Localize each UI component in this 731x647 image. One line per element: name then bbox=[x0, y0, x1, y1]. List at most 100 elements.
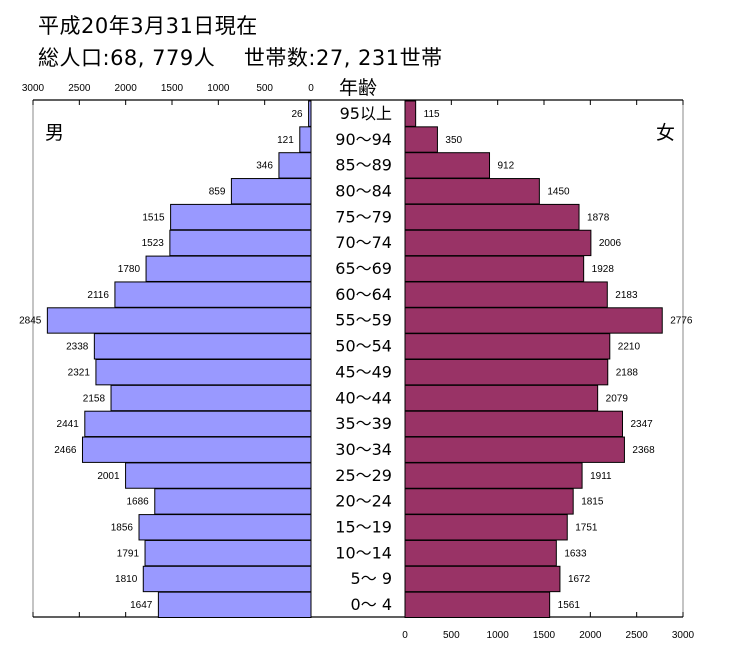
date-title: 平成20年3月31日現在 bbox=[38, 14, 258, 38]
female-bar bbox=[404, 178, 540, 205]
female-data-label: 2210 bbox=[618, 342, 641, 353]
female-bar bbox=[404, 281, 608, 308]
age-group-label: 0〜 4 bbox=[351, 595, 392, 614]
male-axis-tick-label: 2000 bbox=[115, 83, 138, 94]
age-group-label: 80〜84 bbox=[335, 181, 392, 200]
male-axis-tick-label: 0 bbox=[308, 83, 314, 94]
male-axis-tick-label: 2500 bbox=[68, 83, 91, 94]
female-bar bbox=[404, 384, 599, 412]
age-group-label: 10〜14 bbox=[335, 543, 392, 562]
male-data-label: 1780 bbox=[118, 264, 141, 275]
male-bar bbox=[95, 359, 312, 386]
female-label: 女 bbox=[656, 122, 675, 144]
female-data-label: 2079 bbox=[606, 393, 629, 404]
male-data-label: 121 bbox=[277, 135, 294, 146]
female-bar bbox=[404, 462, 583, 489]
female-bar bbox=[404, 152, 491, 179]
female-bar bbox=[404, 307, 663, 334]
male-label: 男 bbox=[45, 122, 64, 144]
male-axis-tick-label: 1500 bbox=[161, 83, 184, 94]
male-bar bbox=[169, 229, 312, 257]
male-bar bbox=[170, 203, 312, 231]
age-group-label: 55〜59 bbox=[335, 311, 392, 330]
male-axis-tick-label: 3000 bbox=[22, 83, 45, 94]
male-data-label: 1856 bbox=[111, 523, 134, 534]
age-group-label: 5〜 9 bbox=[351, 569, 392, 588]
female-data-label: 1561 bbox=[558, 600, 581, 611]
female-bar bbox=[404, 514, 568, 541]
male-bar bbox=[144, 539, 312, 567]
male-data-label: 2158 bbox=[83, 393, 106, 404]
female-bar bbox=[404, 591, 551, 619]
female-bar bbox=[404, 100, 417, 127]
male-bar bbox=[110, 384, 312, 412]
female-data-label: 2368 bbox=[632, 445, 655, 456]
male-data-label: 2466 bbox=[54, 445, 77, 456]
female-bar bbox=[404, 436, 625, 463]
age-axis-title: 年齢 bbox=[339, 77, 377, 99]
female-data-label: 1928 bbox=[592, 264, 615, 275]
female-data-label: 115 bbox=[424, 109, 440, 120]
age-group-label: 40〜44 bbox=[335, 388, 392, 407]
male-bar bbox=[154, 488, 312, 515]
age-group-label: 30〜34 bbox=[335, 440, 392, 459]
male-data-label: 859 bbox=[209, 186, 226, 197]
age-group-label: 90〜94 bbox=[335, 130, 392, 149]
female-data-label: 2006 bbox=[599, 238, 622, 249]
male-bar bbox=[308, 100, 312, 127]
female-axis-tick-label: 3000 bbox=[672, 630, 695, 641]
male-data-label: 1791 bbox=[117, 548, 140, 559]
female-data-label: 2347 bbox=[630, 419, 653, 430]
male-data-label: 26 bbox=[291, 109, 303, 120]
female-data-label: 1633 bbox=[564, 548, 587, 559]
male-data-label: 1647 bbox=[130, 600, 153, 611]
age-group-label: 20〜24 bbox=[335, 492, 392, 511]
age-group-label: 15〜19 bbox=[335, 518, 392, 537]
female-bar bbox=[404, 333, 611, 360]
male-data-label: 1686 bbox=[127, 497, 150, 508]
female-data-label: 912 bbox=[498, 161, 515, 172]
male-bar bbox=[157, 591, 312, 619]
male-data-label: 2321 bbox=[68, 367, 91, 378]
age-group-label: 70〜74 bbox=[335, 233, 392, 252]
male-bar bbox=[46, 307, 312, 334]
male-data-label: 2116 bbox=[87, 290, 109, 301]
male-data-label: 2441 bbox=[57, 419, 80, 430]
female-bar bbox=[404, 488, 574, 515]
female-bar bbox=[404, 203, 580, 231]
male-bar bbox=[114, 281, 312, 308]
age-group-label: 95以上 bbox=[340, 104, 392, 123]
age-group-label: 35〜39 bbox=[335, 414, 392, 433]
female-axis-tick-label: 1500 bbox=[533, 630, 556, 641]
female-data-label: 1450 bbox=[547, 186, 570, 197]
age-group-label: 50〜54 bbox=[335, 337, 392, 356]
male-bar bbox=[142, 565, 312, 593]
female-axis-tick-label: 1000 bbox=[487, 630, 510, 641]
age-group-label: 75〜79 bbox=[335, 207, 392, 226]
female-bar bbox=[404, 126, 438, 153]
female-bar bbox=[404, 229, 592, 257]
female-axis-tick-label: 500 bbox=[443, 630, 460, 641]
male-bar bbox=[278, 152, 312, 179]
male-bar bbox=[93, 333, 312, 360]
male-bar bbox=[230, 178, 312, 205]
male-axis-tick-label: 1000 bbox=[207, 83, 230, 94]
age-group-label: 65〜69 bbox=[335, 259, 392, 278]
female-bar bbox=[404, 255, 585, 282]
male-axis-tick-label: 500 bbox=[256, 83, 273, 94]
female-data-label: 1672 bbox=[568, 574, 591, 585]
male-data-label: 1810 bbox=[115, 574, 138, 585]
male-bar bbox=[84, 410, 312, 438]
female-bar bbox=[404, 565, 561, 593]
age-group-label: 60〜64 bbox=[335, 285, 392, 304]
female-axis-tick-label: 0 bbox=[402, 630, 408, 641]
male-data-label: 2338 bbox=[66, 342, 89, 353]
male-bar bbox=[299, 126, 312, 153]
female-data-label: 2776 bbox=[670, 316, 693, 327]
male-data-label: 1523 bbox=[142, 238, 165, 249]
female-data-label: 2183 bbox=[615, 290, 638, 301]
female-bar bbox=[404, 410, 623, 438]
male-bar bbox=[138, 514, 312, 541]
age-group-label: 45〜49 bbox=[335, 362, 392, 381]
